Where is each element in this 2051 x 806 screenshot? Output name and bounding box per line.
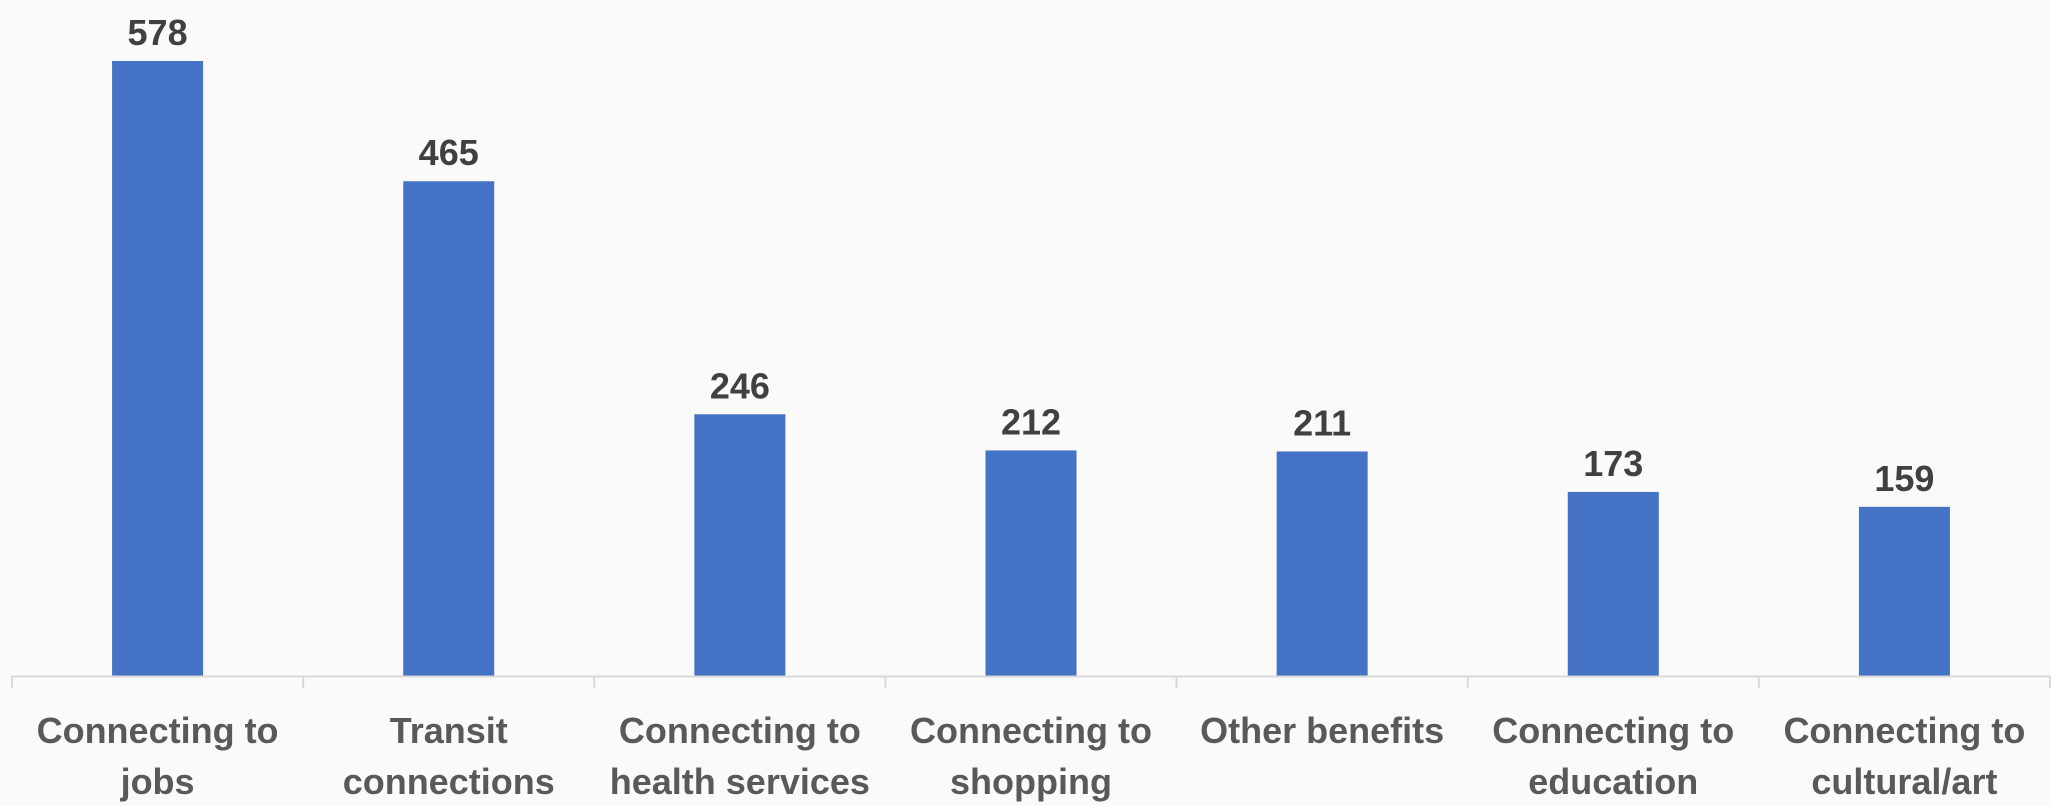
category-label: Connecting to cultural/art — [1783, 710, 2025, 802]
category-label: Transit connections — [343, 710, 555, 802]
bar — [112, 61, 204, 676]
category-label-line: Transit — [390, 710, 508, 751]
category-label-line: cultural/art — [1811, 761, 1997, 802]
bar — [403, 181, 495, 676]
data-label: 173 — [1583, 443, 1643, 484]
bars-group — [112, 61, 1950, 676]
data-label: 465 — [419, 132, 479, 173]
category-label-line: Connecting to — [37, 710, 279, 751]
category-label: Connecting to jobs — [37, 710, 279, 802]
category-label-line: education — [1528, 761, 1698, 802]
data-label: 246 — [710, 365, 770, 406]
bar — [1858, 506, 1950, 676]
category-labels-group: Connecting to jobs Transit connections Conne… — [37, 710, 2026, 802]
data-label: 212 — [1001, 401, 1061, 442]
category-label-line: Other benefits — [1200, 710, 1444, 751]
data-label: 159 — [1874, 458, 1934, 499]
bar — [694, 414, 786, 676]
category-label-line: Connecting to — [910, 710, 1152, 751]
category-label-line: jobs — [120, 761, 195, 802]
category-label-line: shopping — [950, 761, 1112, 802]
bar — [985, 450, 1077, 676]
bar — [1567, 491, 1659, 676]
category-label-line: Connecting to — [1492, 710, 1734, 751]
category-label-line: Connecting to — [619, 710, 861, 751]
category-label: Connecting to health services — [610, 710, 870, 802]
data-label: 578 — [128, 12, 188, 53]
category-label: Connecting to shopping — [910, 710, 1152, 802]
category-label: Other benefits — [1200, 710, 1444, 751]
data-labels-group: 578 465 246 212 211 173 159 — [128, 12, 1935, 499]
x-axis — [11, 675, 2051, 688]
data-label: 211 — [1293, 402, 1351, 443]
category-label-line: Connecting to — [1783, 710, 2025, 751]
category-label-line: connections — [343, 761, 555, 802]
bar — [1276, 451, 1368, 676]
category-label: Connecting to education — [1492, 710, 1734, 802]
category-label-line: health services — [610, 761, 870, 802]
